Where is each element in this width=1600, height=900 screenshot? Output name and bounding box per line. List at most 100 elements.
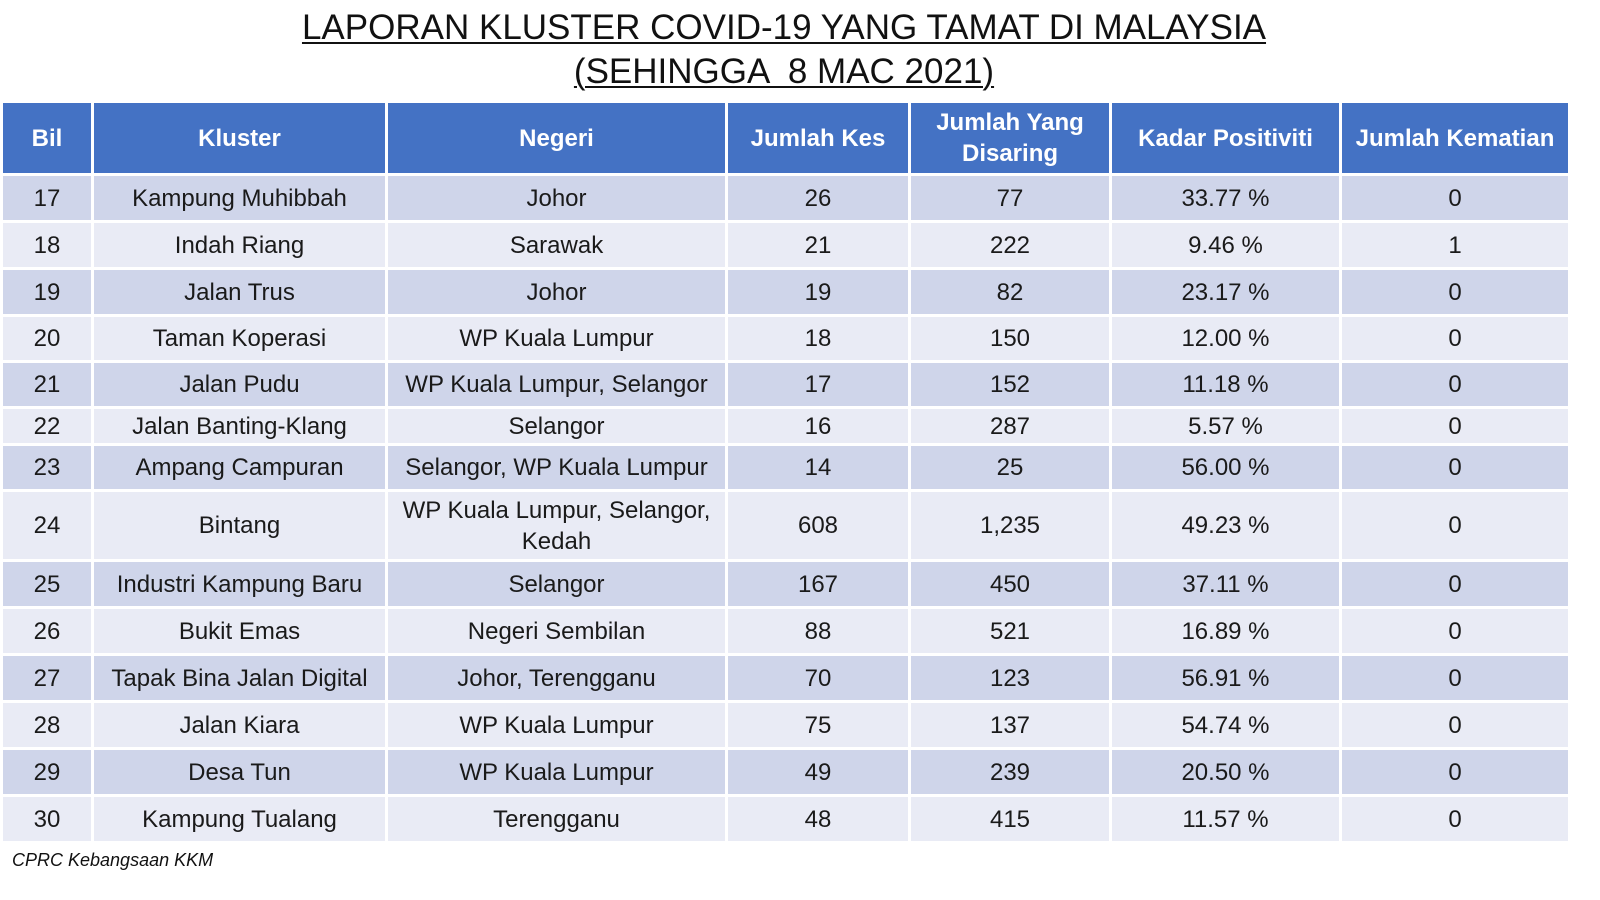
cell-jumlah-kes: 49 xyxy=(725,747,911,797)
cell-jumlah-kematian: 0 xyxy=(1339,360,1571,409)
cell-jumlah-kematian: 1 xyxy=(1339,220,1571,270)
cell-kadar-positiviti: 56.00 % xyxy=(1109,443,1342,492)
cell-jumlah-kes: 70 xyxy=(725,653,911,703)
cell-kadar-positiviti: 5.57 % xyxy=(1109,406,1342,446)
cell-negeri: WP Kuala Lumpur, Selangor xyxy=(385,360,728,409)
cell-bil: 22 xyxy=(0,406,94,446)
cell-kadar-positiviti: 12.00 % xyxy=(1109,314,1342,363)
title-line-1: LAPORAN KLUSTER COVID-19 YANG TAMAT DI M… xyxy=(301,8,1267,47)
cell-kluster: Jalan Kiara xyxy=(91,700,388,750)
table-row: 24 Bintang WP Kuala Lumpur, Selangor, Ke… xyxy=(0,489,1571,562)
cell-jumlah-kematian: 0 xyxy=(1339,747,1571,797)
cell-jumlah-kematian: 0 xyxy=(1339,559,1571,609)
header-jumlah-kes: Jumlah Kes xyxy=(725,100,911,176)
cell-negeri: Selangor xyxy=(385,559,728,609)
table-row: 28 Jalan Kiara WP Kuala Lumpur 75 137 54… xyxy=(0,700,1571,750)
cell-kadar-positiviti: 11.57 % xyxy=(1109,794,1342,844)
header-jumlah-kematian: Jumlah Kematian xyxy=(1339,100,1571,176)
cell-kluster: Indah Riang xyxy=(91,220,388,270)
cell-kluster: Desa Tun xyxy=(91,747,388,797)
cell-negeri: Sarawak xyxy=(385,220,728,270)
table-row: 20 Taman Koperasi WP Kuala Lumpur 18 150… xyxy=(0,314,1571,363)
cell-negeri: WP Kuala Lumpur xyxy=(385,700,728,750)
header-bil: Bil xyxy=(0,100,94,176)
cell-negeri: Johor, Terengganu xyxy=(385,653,728,703)
cell-kluster: Kampung Tualang xyxy=(91,794,388,844)
cell-jumlah-disaring: 521 xyxy=(908,606,1112,656)
cell-negeri: Negeri Sembilan xyxy=(385,606,728,656)
cell-jumlah-kematian: 0 xyxy=(1339,314,1571,363)
cell-kadar-positiviti: 49.23 % xyxy=(1109,489,1342,562)
source-footnote: CPRC Kebangsaan KKM xyxy=(12,850,214,870)
table-row: 27 Tapak Bina Jalan Digital Johor, Teren… xyxy=(0,653,1571,703)
table-row: 19 Jalan Trus Johor 19 82 23.17 % 0 xyxy=(0,267,1571,317)
table-header-row: Bil Kluster Negeri Jumlah Kes Jumlah Yan… xyxy=(0,100,1571,176)
header-jumlah-disaring: Jumlah Yang Disaring xyxy=(908,100,1112,176)
cell-bil: 27 xyxy=(0,653,94,703)
cell-jumlah-kes: 608 xyxy=(725,489,911,562)
header-negeri: Negeri xyxy=(385,100,728,176)
cell-negeri: Terengganu xyxy=(385,794,728,844)
cell-jumlah-disaring: 1,235 xyxy=(908,489,1112,562)
cell-bil: 25 xyxy=(0,559,94,609)
cell-jumlah-kes: 48 xyxy=(725,794,911,844)
cell-kluster: Tapak Bina Jalan Digital xyxy=(91,653,388,703)
cell-jumlah-kematian: 0 xyxy=(1339,406,1571,446)
cell-kluster: Jalan Pudu xyxy=(91,360,388,409)
cell-bil: 29 xyxy=(0,747,94,797)
table-row: 17 Kampung Muhibbah Johor 26 77 33.77 % … xyxy=(0,173,1571,223)
cell-bil: 23 xyxy=(0,443,94,492)
cell-jumlah-kes: 17 xyxy=(725,360,911,409)
cell-jumlah-kematian: 0 xyxy=(1339,489,1571,562)
cell-jumlah-disaring: 150 xyxy=(908,314,1112,363)
cell-jumlah-kes: 18 xyxy=(725,314,911,363)
cell-kadar-positiviti: 56.91 % xyxy=(1109,653,1342,703)
table-row: 30 Kampung Tualang Terengganu 48 415 11.… xyxy=(0,794,1571,844)
cell-jumlah-kematian: 0 xyxy=(1339,606,1571,656)
cell-kadar-positiviti: 37.11 % xyxy=(1109,559,1342,609)
cell-kluster: Taman Koperasi xyxy=(91,314,388,363)
cell-negeri: Selangor, WP Kuala Lumpur xyxy=(385,443,728,492)
cell-jumlah-disaring: 239 xyxy=(908,747,1112,797)
cell-jumlah-disaring: 123 xyxy=(908,653,1112,703)
cell-jumlah-disaring: 222 xyxy=(908,220,1112,270)
cell-kadar-positiviti: 54.74 % xyxy=(1109,700,1342,750)
cell-kluster: Jalan Banting-Klang xyxy=(91,406,388,446)
cell-jumlah-kes: 21 xyxy=(725,220,911,270)
report-title: LAPORAN KLUSTER COVID-19 YANG TAMAT DI M… xyxy=(0,6,1568,94)
cell-jumlah-kematian: 0 xyxy=(1339,267,1571,317)
cell-jumlah-kes: 88 xyxy=(725,606,911,656)
header-kluster: Kluster xyxy=(91,100,388,176)
cell-kadar-positiviti: 11.18 % xyxy=(1109,360,1342,409)
cell-jumlah-kes: 14 xyxy=(725,443,911,492)
cell-kluster: Ampang Campuran xyxy=(91,443,388,492)
table-row: 21 Jalan Pudu WP Kuala Lumpur, Selangor … xyxy=(0,360,1571,409)
table-row: 26 Bukit Emas Negeri Sembilan 88 521 16.… xyxy=(0,606,1571,656)
cell-negeri: Johor xyxy=(385,267,728,317)
header-kadar-positiviti: Kadar Positiviti xyxy=(1109,100,1342,176)
table-row: 23 Ampang Campuran Selangor, WP Kuala Lu… xyxy=(0,443,1571,492)
table-row: 29 Desa Tun WP Kuala Lumpur 49 239 20.50… xyxy=(0,747,1571,797)
cell-jumlah-disaring: 25 xyxy=(908,443,1112,492)
cell-bil: 20 xyxy=(0,314,94,363)
cell-kluster: Bukit Emas xyxy=(91,606,388,656)
cell-kluster: Jalan Trus xyxy=(91,267,388,317)
cell-jumlah-disaring: 82 xyxy=(908,267,1112,317)
cell-kadar-positiviti: 20.50 % xyxy=(1109,747,1342,797)
cell-jumlah-kes: 167 xyxy=(725,559,911,609)
cell-jumlah-kematian: 0 xyxy=(1339,794,1571,844)
cell-jumlah-kematian: 0 xyxy=(1339,443,1571,492)
cell-negeri: WP Kuala Lumpur xyxy=(385,314,728,363)
cell-negeri: Johor xyxy=(385,173,728,223)
cell-kluster: Kampung Muhibbah xyxy=(91,173,388,223)
cell-negeri: Selangor xyxy=(385,406,728,446)
cell-jumlah-kes: 26 xyxy=(725,173,911,223)
cell-jumlah-disaring: 287 xyxy=(908,406,1112,446)
cell-jumlah-disaring: 415 xyxy=(908,794,1112,844)
cell-jumlah-disaring: 137 xyxy=(908,700,1112,750)
table-row: 25 Industri Kampung Baru Selangor 167 45… xyxy=(0,559,1571,609)
table-row: 18 Indah Riang Sarawak 21 222 9.46 % 1 xyxy=(0,220,1571,270)
cell-jumlah-kes: 16 xyxy=(725,406,911,446)
cell-jumlah-disaring: 77 xyxy=(908,173,1112,223)
